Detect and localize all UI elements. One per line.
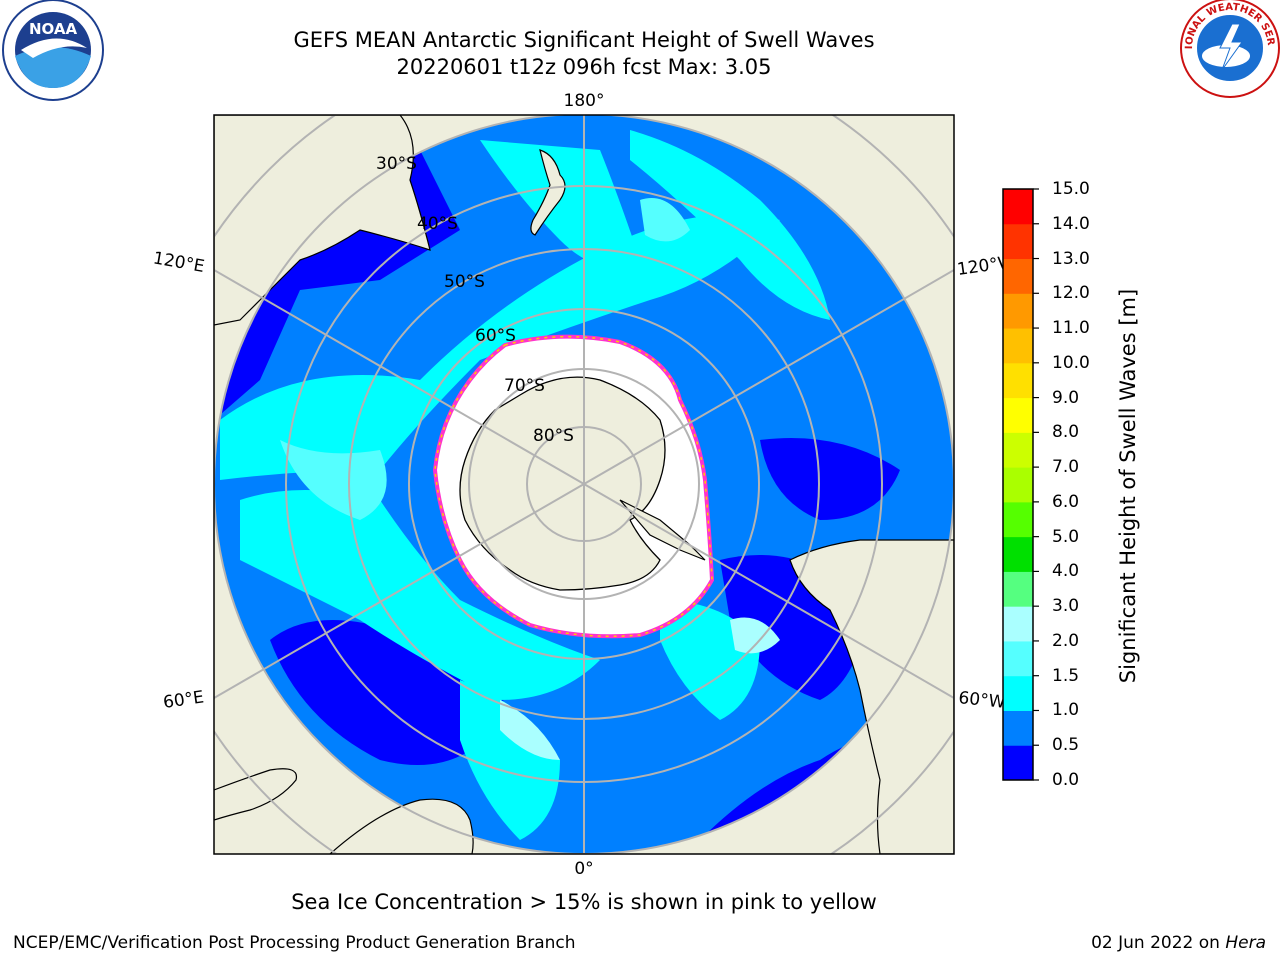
longitude-grid <box>214 115 954 854</box>
colorbar-tick-label: 7.0 <box>1052 457 1080 478</box>
antarctica-land <box>459 376 666 591</box>
colorbar-swatch <box>1003 467 1033 503</box>
australia <box>214 115 431 326</box>
lon-label-60w: 60°W <box>957 688 1006 713</box>
wave-band-mid <box>460 680 560 840</box>
noaa-logo-text: NOAA <box>29 20 78 38</box>
colorbar-swatch <box>1003 501 1033 538</box>
colorbar-tick-label: 13.0 <box>1052 248 1090 269</box>
lon-label-0: 0° <box>574 859 593 879</box>
lon-label-120e: 120°E <box>152 248 206 277</box>
colorbar-tick-label: 11.0 <box>1052 318 1090 339</box>
colorbar-frame <box>1002 188 1034 781</box>
south-america <box>789 539 954 854</box>
wave-band-high <box>280 440 387 520</box>
colorbar-tick-label: 5.0 <box>1052 526 1080 547</box>
colorbar <box>1003 188 1039 781</box>
colorbar-tick-label: 0.0 <box>1052 770 1080 790</box>
lat-label-30s: 30°S <box>376 154 417 174</box>
colorbar-tick-label: 6.0 <box>1052 491 1080 512</box>
colorbar-tick-label: 4.0 <box>1052 561 1080 582</box>
colorbar-tick-label: 2.0 <box>1052 630 1080 651</box>
colorbar-swatch <box>1003 397 1033 433</box>
colorbar-swatch <box>1003 536 1033 572</box>
chart-title: GEFS MEAN Antarctic Significant Height o… <box>293 28 875 52</box>
credit-text: NCEP/EMC/Verification Post Processing Pr… <box>13 933 576 953</box>
machine-name: Hera <box>1225 933 1266 953</box>
colorbar-tick-label: 1.0 <box>1052 700 1080 721</box>
colorbar-tick-label: 8.0 <box>1052 422 1080 443</box>
africa <box>329 798 474 854</box>
madagascar <box>214 768 298 821</box>
colorbar-swatch <box>1003 432 1033 468</box>
lat-label-50s: 50°S <box>444 272 485 292</box>
colorbar-tick-label: 12.0 <box>1052 283 1090 304</box>
colorbar-tick-label: 3.0 <box>1052 596 1080 617</box>
lat-label-60s: 60°S <box>475 326 516 346</box>
colorbar-swatch <box>1003 362 1033 399</box>
wave-band-mid <box>480 140 640 267</box>
new-zealand <box>530 149 566 236</box>
wave-band-mid <box>240 490 600 700</box>
colorbar-tick-label: 14.0 <box>1052 213 1090 234</box>
nws-logo: NATIONAL WEATHER SERVICE <box>1178 0 1280 98</box>
wave-band-high <box>730 617 780 654</box>
colorbar-swatch <box>1003 258 1033 294</box>
colorbar-swatch <box>1003 293 1033 329</box>
lon-label-180: 180° <box>564 91 605 111</box>
colorbar-swatch <box>1003 675 1033 711</box>
colorbar-tick-label: 0.5 <box>1052 735 1080 756</box>
lon-label-60e: 60°E <box>162 687 205 712</box>
lat-label-80s: 80°S <box>533 426 574 446</box>
colorbar-swatch <box>1003 710 1033 746</box>
colorbar-tick-label: 15.0 <box>1052 179 1090 199</box>
date-stamp: 02 Jun 2022 on Hera <box>1091 933 1266 953</box>
lat-label-70s: 70°S <box>504 376 545 396</box>
chart-subtitle: 20220601 t12z 096h fcst Max: 3.05 <box>396 55 772 79</box>
colorbar-swatch <box>1003 606 1033 642</box>
sea-ice-note: Sea Ice Concentration > 15% is shown in … <box>291 890 877 914</box>
date-text: 02 Jun 2022 on <box>1091 933 1220 953</box>
colorbar-tick-label: 9.0 <box>1052 387 1080 408</box>
colorbar-label: Significant Height of Swell Waves [m] <box>1116 288 1140 684</box>
colorbar-swatch <box>1003 571 1033 607</box>
colorbar-swatch <box>1003 223 1033 260</box>
colorbar-tick-label: 1.5 <box>1052 665 1080 686</box>
colorbar-swatch <box>1003 745 1033 781</box>
map-frame <box>213 114 955 855</box>
colorbar-swatch <box>1003 640 1033 677</box>
lat-label-40s: 40°S <box>417 214 458 234</box>
noaa-logo: NOAA <box>2 0 104 101</box>
colorbar-tick-label: 10.0 <box>1052 352 1090 373</box>
colorbar-swatch <box>1003 189 1033 225</box>
wave-band-high <box>500 700 560 760</box>
colorbar-swatch <box>1003 328 1033 364</box>
wave-band-high <box>640 198 690 242</box>
wave-patch-low <box>760 438 900 520</box>
